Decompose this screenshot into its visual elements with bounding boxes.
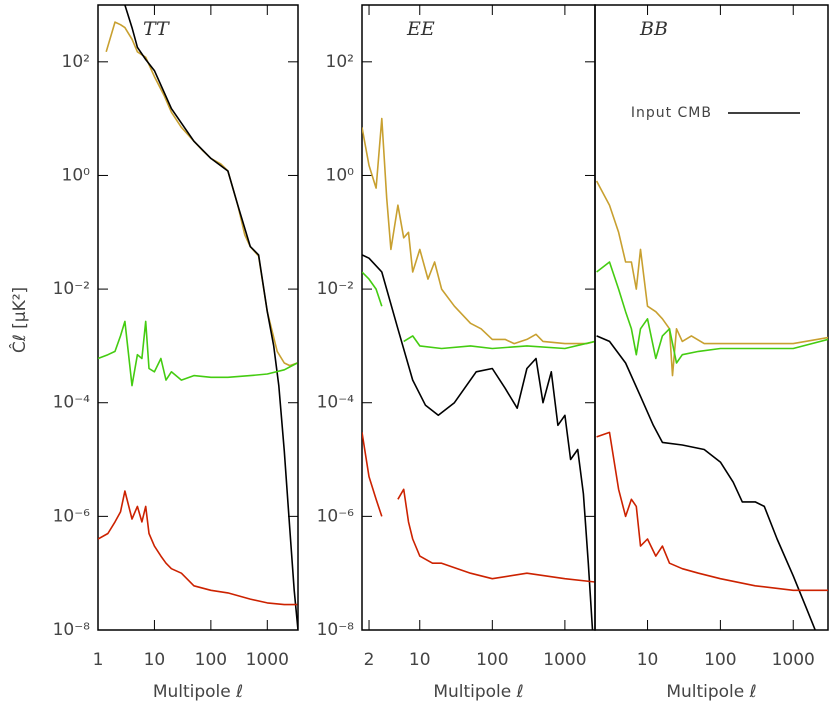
y-tick-label: 10⁻⁸ <box>317 620 355 640</box>
series-line <box>596 261 828 364</box>
plot-frame <box>594 4 829 631</box>
y-tick-label: 10⁻⁴ <box>53 393 91 413</box>
x-tick-label: 100 <box>704 650 736 670</box>
y-tick-label: 10⁰ <box>326 165 355 185</box>
x-tick-label: 10 <box>144 650 166 670</box>
y-tick-label: 10⁻² <box>317 279 354 299</box>
series-line <box>362 271 595 350</box>
x-tick-label: 1000 <box>246 650 289 670</box>
y-tick-label: 10⁻⁶ <box>317 506 355 526</box>
x-axis-label: Multipole ℓ <box>433 682 523 702</box>
x-tick-label: 100 <box>476 650 508 670</box>
y-axis-label: Ĉℓ [μK²] <box>8 287 30 353</box>
series-line <box>596 431 828 592</box>
y-tick-label: 10⁻⁴ <box>317 393 355 413</box>
series-line <box>362 117 595 345</box>
y-tick-label: 10⁻⁸ <box>53 620 91 640</box>
plot-frame <box>97 4 299 631</box>
series-line <box>105 21 298 367</box>
y-tick-label: 10⁻² <box>53 279 90 299</box>
series-line <box>98 320 298 387</box>
y-tick-label: 10⁻⁶ <box>53 506 91 526</box>
x-axis-label: Multipole ℓ <box>153 682 243 702</box>
x-tick-label: 2 <box>364 650 375 670</box>
legend-label: Input CMB <box>631 105 712 121</box>
series-line <box>596 335 816 630</box>
x-tick-label: 10 <box>637 650 659 670</box>
series-line <box>595 180 828 377</box>
x-tick-label: 1 <box>93 650 104 670</box>
series-line <box>362 254 594 630</box>
series-line <box>124 5 298 630</box>
x-tick-label: 1000 <box>543 650 586 670</box>
y-tick-label: 10⁰ <box>62 165 91 185</box>
y-tick-label: 10² <box>326 52 354 72</box>
x-tick-label: 10 <box>409 650 431 670</box>
x-tick-label: 100 <box>195 650 227 670</box>
y-tick-label: 10² <box>62 52 90 72</box>
panel-title: TT <box>143 18 170 40</box>
x-axis-label: Multipole ℓ <box>666 682 756 702</box>
panel-title: BB <box>639 18 668 40</box>
plot-frame <box>361 4 596 631</box>
series-line <box>98 490 298 606</box>
series-line <box>362 432 595 583</box>
panel-title: EE <box>406 18 435 40</box>
x-tick-label: 1000 <box>772 650 815 670</box>
